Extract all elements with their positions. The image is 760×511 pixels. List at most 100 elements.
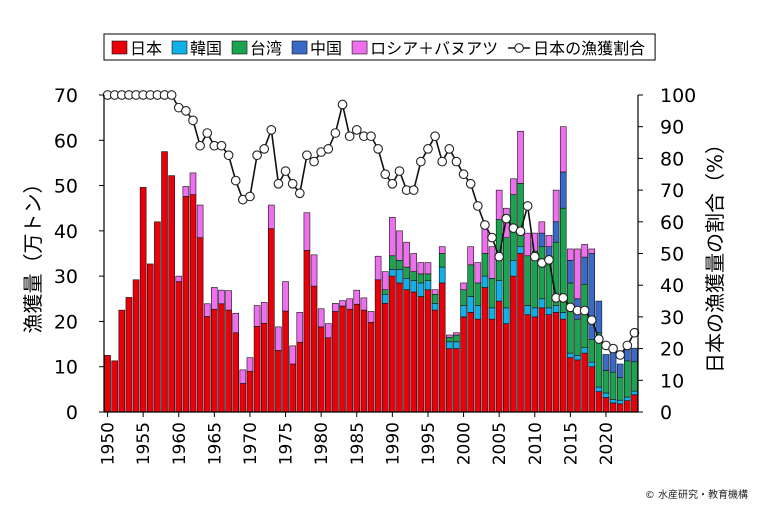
bar-4-1995 bbox=[424, 262, 432, 275]
bar-1-2024 bbox=[631, 390, 638, 396]
x-tick-label: 2020 bbox=[597, 422, 617, 465]
bar-0-2024 bbox=[631, 394, 638, 413]
bar-0-1954 bbox=[132, 279, 140, 413]
bar-2-2006 bbox=[502, 237, 510, 309]
bar-0-2009 bbox=[524, 314, 531, 413]
bar-0-2001 bbox=[467, 312, 474, 413]
bar-0-1980 bbox=[317, 326, 325, 413]
share-point-2006 bbox=[501, 213, 512, 224]
bar-0-2021 bbox=[609, 402, 617, 413]
share-point-1964 bbox=[202, 128, 213, 138]
x-tick-label: 2010 bbox=[526, 422, 546, 465]
bar-4-1973 bbox=[268, 204, 275, 229]
bar-0-2005 bbox=[495, 300, 503, 413]
right-tick-label: 20 bbox=[660, 339, 684, 361]
bar-0-1998 bbox=[446, 348, 453, 413]
bar-0-1961 bbox=[182, 196, 190, 413]
bar-0-1975 bbox=[282, 310, 289, 413]
bar-4-1985 bbox=[353, 289, 361, 305]
bar-1-2008 bbox=[517, 246, 524, 254]
bar-4-1981 bbox=[324, 323, 332, 339]
share-point-1974 bbox=[273, 178, 284, 189]
bar-4-1968 bbox=[232, 312, 240, 334]
bar-4-2003 bbox=[481, 226, 489, 254]
bar-0-2007 bbox=[510, 275, 517, 413]
bar-4-1974 bbox=[275, 326, 282, 351]
right-tick-label: 100 bbox=[660, 85, 696, 107]
bar-0-2002 bbox=[474, 318, 482, 413]
bar-0-1997 bbox=[438, 282, 446, 413]
share-point-1967 bbox=[223, 150, 234, 161]
right-tick-label: 70 bbox=[660, 180, 684, 202]
x-tick-label: 1950 bbox=[99, 422, 119, 465]
bar-0-1970 bbox=[246, 370, 254, 413]
bar-4-1989 bbox=[381, 271, 389, 291]
left-tick-label: 0 bbox=[66, 402, 78, 424]
share-point-1983 bbox=[337, 99, 348, 110]
bar-4-1992 bbox=[403, 241, 410, 268]
bar-4-1962 bbox=[189, 172, 197, 195]
bar-2-1991 bbox=[396, 259, 403, 270]
bar-0-2004 bbox=[488, 318, 496, 413]
bar-1-2012 bbox=[545, 307, 553, 315]
share-point-1998 bbox=[444, 144, 455, 154]
bar-4-2017 bbox=[581, 244, 588, 258]
share-point-1973 bbox=[266, 125, 277, 135]
left-tick-label: 50 bbox=[54, 176, 78, 198]
bar-1-2002 bbox=[474, 305, 482, 320]
bar-0-1969 bbox=[239, 383, 247, 413]
bar-1-2019 bbox=[595, 386, 603, 392]
bar-0-1991 bbox=[396, 282, 403, 413]
bar-0-1976 bbox=[289, 363, 296, 413]
bar-2-2000 bbox=[460, 289, 467, 306]
bar-0-1985 bbox=[353, 303, 361, 413]
bar-0-1966 bbox=[218, 303, 225, 413]
x-tick-label: 2005 bbox=[490, 422, 510, 465]
bar-0-1988 bbox=[374, 279, 382, 413]
share-point-1968 bbox=[230, 175, 241, 186]
bar-4-2001 bbox=[467, 246, 474, 266]
legend-label-3: 中国 bbox=[310, 39, 342, 58]
bar-2-2018 bbox=[588, 339, 596, 363]
bar-1-2022 bbox=[616, 399, 624, 405]
left-tick-label: 20 bbox=[54, 311, 78, 333]
share-point-2003 bbox=[480, 220, 490, 230]
bar-4-2015 bbox=[567, 248, 574, 261]
share-point-1981 bbox=[323, 144, 334, 154]
bar-3-2011 bbox=[538, 232, 546, 248]
bar-1-2001 bbox=[467, 296, 474, 313]
bar-0-1953 bbox=[125, 297, 133, 413]
share-point-1982 bbox=[330, 128, 341, 138]
x-tick-label: 1965 bbox=[205, 422, 225, 465]
bar-4-2012 bbox=[545, 235, 553, 248]
bar-0-1959 bbox=[168, 175, 175, 413]
bar-0-1957 bbox=[154, 221, 161, 413]
bar-3-2014 bbox=[559, 171, 567, 209]
bar-4-1964 bbox=[203, 303, 211, 317]
bar-4-2018 bbox=[588, 248, 596, 254]
share-point-1970 bbox=[245, 191, 255, 202]
right-axis-title: 日本の漁獲量の割合（%） bbox=[703, 134, 727, 373]
bar-1-2014 bbox=[559, 312, 567, 320]
share-point-1966 bbox=[216, 140, 227, 151]
left-tick-label: 40 bbox=[54, 221, 78, 243]
legend-label-1: 韓国 bbox=[190, 39, 222, 58]
bar-0-1987 bbox=[367, 322, 375, 413]
bar-1-1996 bbox=[431, 303, 439, 311]
bar-2-2008 bbox=[517, 183, 524, 248]
bar-1-1991 bbox=[396, 269, 403, 284]
share-point-1990 bbox=[387, 178, 398, 189]
share-point-2002 bbox=[472, 201, 483, 211]
share-point-2018 bbox=[586, 315, 597, 325]
bar-4-1984 bbox=[346, 298, 353, 310]
axes-group: 0 10 20 30 40 50 60 70 0 10 20 30 40 50 60 70 80 90 100 195… bbox=[21, 85, 727, 465]
share-point-1991 bbox=[394, 166, 405, 176]
bar-4-1975 bbox=[282, 281, 289, 312]
bar-4-2014 bbox=[559, 126, 567, 173]
bar-1-2006 bbox=[502, 307, 510, 324]
bar-0-1981 bbox=[324, 337, 332, 413]
bar-2-1993 bbox=[410, 271, 418, 281]
bar-2-1999 bbox=[453, 334, 460, 343]
bar-0-1986 bbox=[360, 309, 368, 413]
